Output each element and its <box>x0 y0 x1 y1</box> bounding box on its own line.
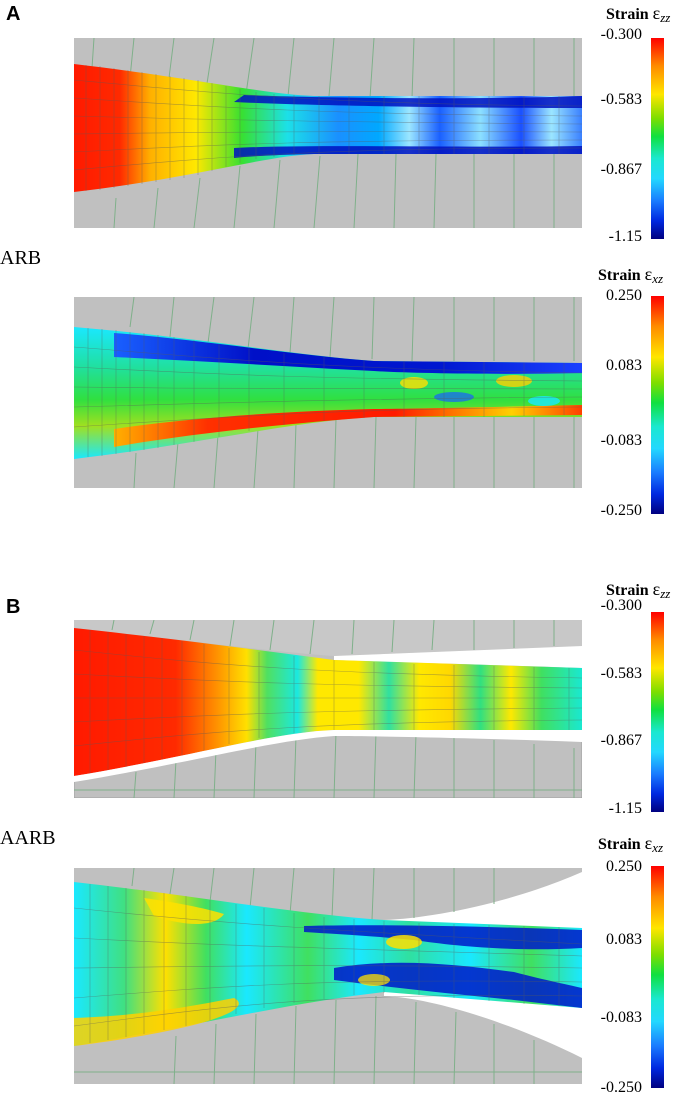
panel-b-strain-xz-contour <box>74 868 582 1084</box>
colorbar-a-xz <box>651 296 664 514</box>
colorbar-b-xz-tick-3: -0.250 <box>600 1079 642 1096</box>
colorbar-b-xz <box>651 866 664 1088</box>
panel-b-method-label: AARB <box>0 827 56 849</box>
colorbar-a-xz-tick-0: 0.250 <box>606 287 642 304</box>
colorbar-a-xz-tick-3: -0.250 <box>600 502 642 519</box>
panel-a-strain-xz-contour <box>74 297 582 488</box>
panel-b-letter: B <box>6 596 21 618</box>
colorbar-b-zz-tick-0: -0.300 <box>600 597 642 614</box>
panel-a-method-label: ARB <box>0 247 42 269</box>
colorbar-a-zz-tick-0: -0.300 <box>600 26 642 43</box>
colorbar-b-xz-tick-0: 0.250 <box>606 858 642 875</box>
colorbar-b-xz-tick-2: -0.083 <box>600 1009 642 1026</box>
panel-a-letter: A <box>6 3 21 25</box>
colorbar-a-zz <box>651 38 664 239</box>
panel-a-strain-zz-contour <box>74 38 582 228</box>
colorbar-b-zz-tick-3: -1.15 <box>608 800 642 817</box>
colorbar-a-zz-tick-3: -1.15 <box>608 228 642 245</box>
panel-b-strain-zz-contour <box>74 620 582 798</box>
colorbar-a-zz-tick-1: -0.583 <box>600 91 642 108</box>
colorbar-a-zz-title: Strain εzz <box>606 3 671 25</box>
colorbar-b-xz-tick-1: 0.083 <box>606 931 642 948</box>
colorbar-a-zz-tick-2: -0.867 <box>600 161 642 178</box>
colorbar-b-zz-tick-1: -0.583 <box>600 665 642 682</box>
colorbar-a-xz-title: Strain εxz <box>598 264 664 286</box>
colorbar-b-zz-title: Strain εzz <box>606 579 671 601</box>
colorbar-b-zz <box>651 612 664 812</box>
colorbar-a-xz-tick-2: -0.083 <box>600 432 642 449</box>
colorbar-b-zz-tick-2: -0.867 <box>600 732 642 749</box>
colorbar-b-xz-title: Strain εxz <box>598 833 664 855</box>
colorbar-a-xz-tick-1: 0.083 <box>606 357 642 374</box>
